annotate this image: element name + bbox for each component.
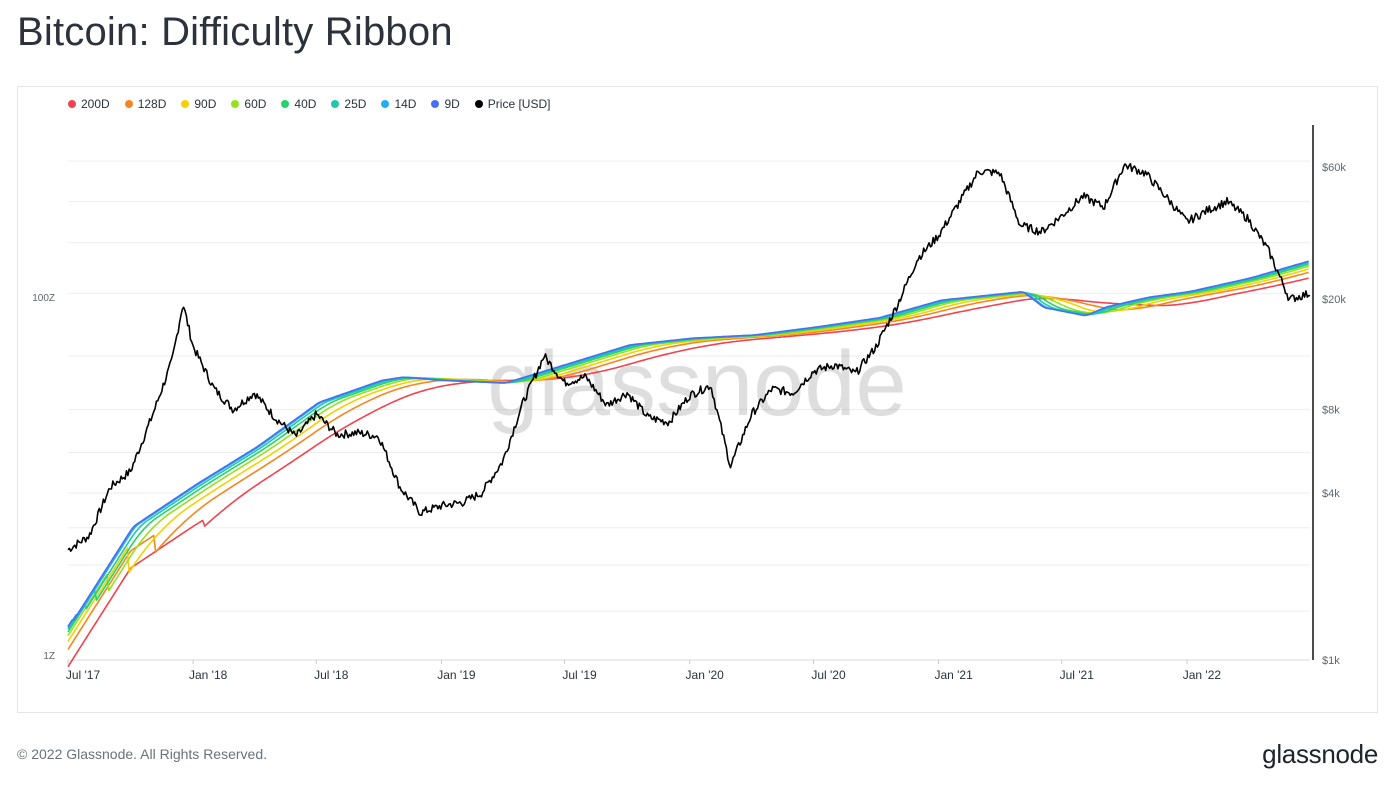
chart-legend: 200D 128D 90D 60D 40D 25D 14D 9D Price [USD] — [68, 97, 550, 111]
legend-dot — [381, 100, 390, 108]
ribbon-line-14d — [67, 260, 1309, 628]
legend-item-9d[interactable]: 9D — [431, 97, 460, 111]
y-right-tick-label: $1k — [1322, 655, 1340, 667]
ribbon-line-9d — [67, 260, 1309, 628]
legend-item-200d[interactable]: 200D — [68, 97, 110, 111]
legend-dot — [474, 100, 483, 108]
legend-label: 128D — [137, 97, 167, 111]
x-tick-label: Jul '19 — [562, 668, 597, 682]
legend-label: 25D — [344, 97, 367, 111]
legend-item-40d[interactable]: 40D — [281, 97, 316, 111]
ribbon-line-60d — [67, 265, 1309, 637]
legend-dot — [124, 100, 133, 108]
legend-dot — [331, 100, 340, 108]
copyright-footer: © 2022 Glassnode. All Rights Reserved. — [17, 746, 268, 762]
x-tick-label: Jan '20 — [686, 668, 725, 682]
legend-dot — [431, 100, 440, 108]
x-tick-label: Jan '21 — [934, 668, 973, 682]
legend-dot — [181, 100, 190, 108]
brand-logo[interactable]: glassnode — [1262, 739, 1378, 769]
y-right-tick-label: $8k — [1322, 405, 1340, 417]
chart-panel — [17, 86, 1378, 713]
watermark: glassnode — [487, 333, 906, 435]
legend-dot — [68, 100, 76, 108]
price-line — [67, 162, 1311, 552]
legend-item-14d[interactable]: 14D — [381, 97, 416, 111]
x-tick-label: Jan '22 — [1183, 668, 1222, 682]
legend-label: 14D — [394, 97, 417, 111]
legend-item-60d[interactable]: 60D — [231, 97, 266, 111]
x-tick-label: Jul '20 — [811, 668, 846, 682]
y-right-tick-label: $4k — [1322, 488, 1340, 500]
page-title: Bitcoin: Difficulty Ribbon — [17, 10, 453, 54]
y-left-tick-label: 100Z — [32, 293, 55, 304]
legend-label: 90D — [194, 97, 217, 111]
x-tick-label: Jul '18 — [314, 668, 349, 682]
x-tick-label: Jul '17 — [66, 668, 101, 682]
x-tick-label: Jul '21 — [1060, 668, 1095, 682]
legend-label: 60D — [244, 97, 267, 111]
y-right-tick-label: $60k — [1322, 162, 1346, 174]
legend-item-25d[interactable]: 25D — [331, 97, 366, 111]
x-tick-label: Jan '18 — [189, 668, 228, 682]
legend-label: 9D — [444, 97, 460, 111]
y-left-tick-label: 1Z — [43, 651, 55, 662]
legend-label: 40D — [294, 97, 317, 111]
ribbon-line-200d — [67, 277, 1309, 668]
legend-item-128d[interactable]: 128D — [124, 97, 167, 111]
ribbon-line-128d — [67, 271, 1309, 650]
x-tick-label: Jan '19 — [437, 668, 476, 682]
legend-item-90d[interactable]: 90D — [181, 97, 216, 111]
legend-label: 200D — [81, 97, 110, 111]
legend-item-price-usd[interactable]: Price [USD] — [474, 97, 551, 111]
ribbon-line-25d — [67, 262, 1309, 630]
y-right-tick-label: $20k — [1322, 294, 1346, 306]
legend-dot — [231, 100, 240, 108]
legend-dot — [281, 100, 290, 108]
legend-label: Price [USD] — [487, 97, 551, 111]
